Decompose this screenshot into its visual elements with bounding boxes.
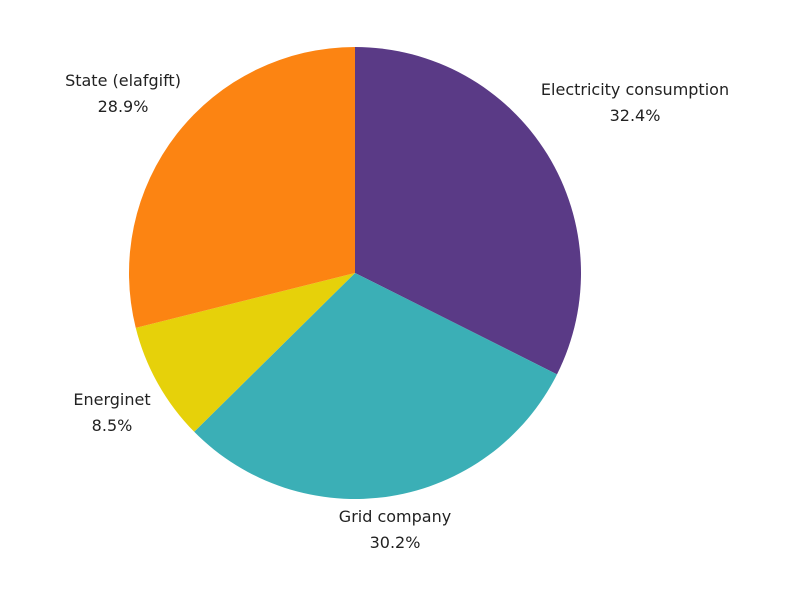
pie-labels: Electricity consumption 32.4% Grid company… — [65, 71, 729, 552]
pie-slice-energinet — [135, 273, 355, 432]
slice-label-electricity-consumption: Electricity consumption — [541, 80, 729, 99]
slice-value-electricity-consumption: 32.4% — [610, 106, 661, 125]
slice-value-state-elafgift: 28.9% — [98, 97, 149, 116]
pie-slice-state-elafgift — [129, 47, 355, 328]
slice-label-state-elafgift: State (elafgift) — [65, 71, 181, 90]
slice-label-grid-company: Grid company — [339, 507, 451, 526]
slice-label-energinet: Energinet — [73, 390, 150, 409]
pie-slice-electricity-consumption — [355, 47, 581, 375]
slice-value-energinet: 8.5% — [92, 416, 133, 435]
slice-value-grid-company: 30.2% — [370, 533, 421, 552]
pie-slice-grid-company — [194, 273, 558, 499]
pie-slices — [129, 47, 581, 499]
